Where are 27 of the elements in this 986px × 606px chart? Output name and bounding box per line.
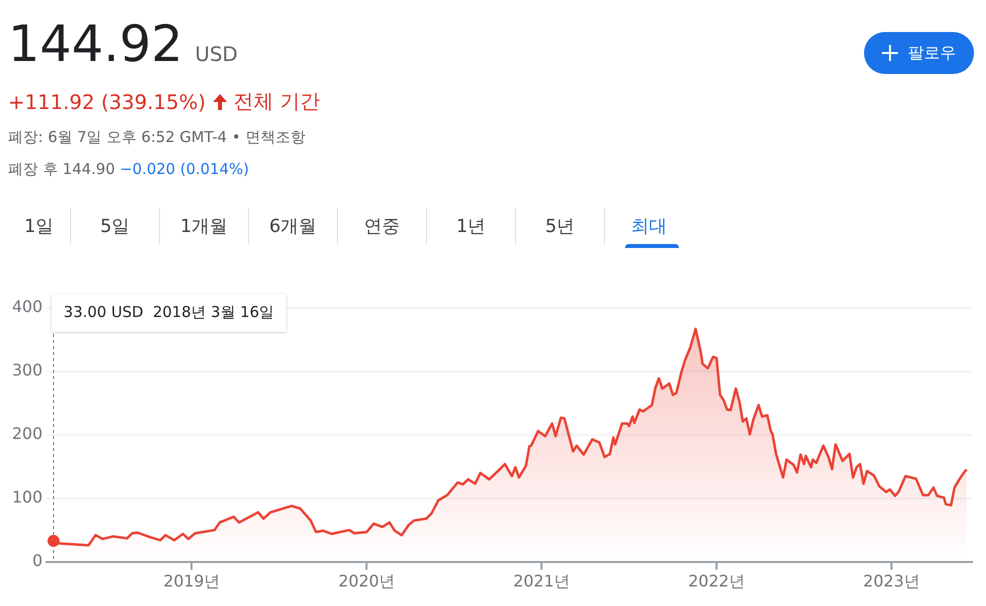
text: 팔로우 — [908, 42, 956, 64]
text: 연중 — [364, 215, 400, 238]
text: 5년 — [545, 215, 575, 238]
y-tick-label: 300 — [12, 360, 43, 380]
text: 1년 — [456, 215, 486, 238]
y-tick-label: 200 — [12, 424, 43, 444]
y-tick-label: 100 — [12, 488, 43, 507]
chart-title: 144.92 — [8, 15, 183, 73]
x-tick-label: 2021년 — [513, 572, 570, 591]
text: 1일 — [24, 215, 54, 238]
text: 5일 — [100, 215, 130, 238]
annotation: 33.00 USD 2018년 3월 16일 — [64, 302, 274, 321]
text: 전체 기간 — [234, 88, 320, 115]
x-tick-label: 2019년 — [163, 572, 220, 591]
x-tick-label: 2020년 — [338, 572, 396, 591]
text: 최대 — [631, 215, 667, 238]
text: 폐장 후 144.90 — [8, 160, 116, 178]
text: 폐장: 6월 7일 오후 6:52 GMT-4 • 면책조항 — [8, 128, 306, 147]
y-tick-label: 0 — [32, 550, 43, 570]
y-tick-label: 400 — [12, 297, 43, 316]
text: 1개월 — [180, 215, 228, 238]
text: 6개월 — [269, 215, 317, 238]
x-tick-label: 2023년 — [863, 572, 920, 591]
x-tick-label: 2022년 — [688, 572, 745, 591]
text: USD — [194, 42, 238, 66]
text: −0.020 (0.014%) — [120, 160, 249, 178]
text: +111.92 (339.15%) — [8, 90, 206, 114]
